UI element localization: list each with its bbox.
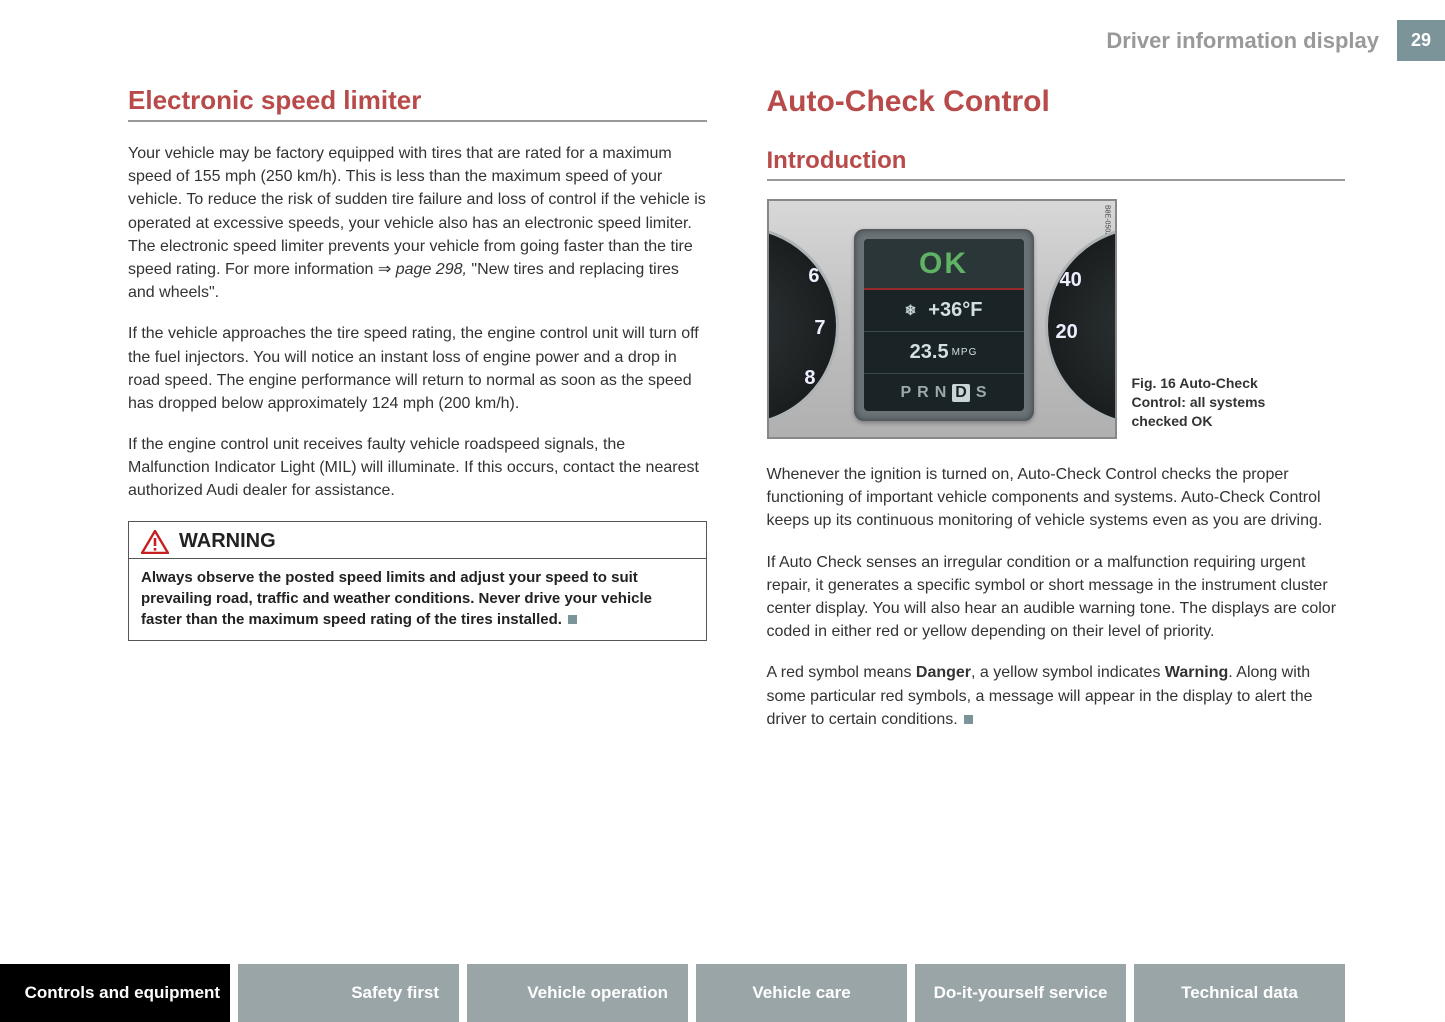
warning-title: WARNING bbox=[179, 530, 276, 553]
gear-indicator-row: PRNDS bbox=[864, 374, 1024, 411]
warning-triangle-icon bbox=[141, 530, 169, 554]
gear-s: S bbox=[976, 384, 987, 402]
left-gauge: 6 7 8 bbox=[767, 226, 839, 426]
tab-do-it-yourself-service[interactable]: Do-it-yourself service bbox=[915, 964, 1126, 1022]
gear-n: N bbox=[935, 384, 947, 402]
main-heading-autocheck: Auto-Check Control bbox=[767, 85, 1346, 119]
tab-technical-data[interactable]: Technical data bbox=[1134, 964, 1345, 1022]
gauge-number: 20 bbox=[1056, 321, 1078, 344]
temperature-row: ❄ +36°F bbox=[864, 290, 1024, 332]
para-text: , a yellow symbol indicates bbox=[971, 664, 1165, 681]
warning-header: WARNING bbox=[129, 522, 706, 558]
right-column: Auto-Check Control Introduction B8E-0502… bbox=[767, 85, 1346, 749]
para-speed-2: If the vehicle approaches the tire speed… bbox=[128, 322, 707, 415]
gauge-number: 8 bbox=[804, 367, 815, 390]
gear-p: P bbox=[900, 384, 911, 402]
warning-box: WARNING Always observe the posted speed … bbox=[128, 521, 707, 641]
center-display-panel: OK ❄ +36°F 23.5MPG PRNDS bbox=[854, 229, 1034, 421]
para-autocheck-1: Whenever the ignition is turned on, Auto… bbox=[767, 463, 1346, 533]
snowflake-icon: ❄ bbox=[905, 302, 917, 319]
right-gauge: 40 20 bbox=[1045, 226, 1117, 426]
bold-warning: Warning bbox=[1165, 664, 1228, 681]
gear-r: R bbox=[917, 384, 929, 402]
section-heading-speed-limiter: Electronic speed limiter bbox=[128, 85, 707, 122]
tab-vehicle-operation[interactable]: Vehicle operation bbox=[467, 964, 688, 1022]
para-speed-3: If the engine control unit receives faul… bbox=[128, 433, 707, 503]
display-screen: OK ❄ +36°F 23.5MPG PRNDS bbox=[864, 239, 1024, 411]
para-autocheck-2: If Auto Check senses an irregular condit… bbox=[767, 551, 1346, 644]
end-of-section-icon bbox=[964, 715, 973, 724]
page-reference: page 298, bbox=[396, 261, 467, 278]
para-text: Your vehicle may be factory equipped wit… bbox=[128, 145, 706, 278]
figure-caption: Fig. 16 Auto-Check Control: all systems … bbox=[1132, 374, 1282, 439]
page-number: 29 bbox=[1397, 20, 1445, 61]
para-autocheck-3: A red symbol means Danger, a yellow symb… bbox=[767, 661, 1346, 731]
content-area: Electronic speed limiter Your vehicle ma… bbox=[128, 85, 1345, 749]
gauge-number: 40 bbox=[1060, 269, 1082, 292]
figure-wrapper: B8E-0502 6 7 8 40 20 OK ❄ +36°F bbox=[767, 199, 1346, 439]
para-text: A red symbol means bbox=[767, 664, 916, 681]
bold-danger: Danger bbox=[916, 664, 971, 681]
sub-heading-introduction: Introduction bbox=[767, 147, 1346, 181]
mpg-unit: MPG bbox=[952, 347, 978, 358]
para-speed-1: Your vehicle may be factory equipped wit… bbox=[128, 142, 707, 304]
header-title: Driver information display bbox=[1106, 28, 1397, 54]
left-column: Electronic speed limiter Your vehicle ma… bbox=[128, 85, 707, 749]
tab-vehicle-care[interactable]: Vehicle care bbox=[696, 964, 907, 1022]
tab-controls-and-equipment[interactable]: Controls and equipment bbox=[0, 964, 230, 1022]
mpg-value: 23.5 bbox=[910, 341, 949, 364]
dashboard-figure: B8E-0502 6 7 8 40 20 OK ❄ +36°F bbox=[767, 199, 1117, 439]
gear-d: D bbox=[952, 384, 970, 402]
page-header: Driver information display 29 bbox=[1106, 20, 1445, 61]
temperature-value: +36°F bbox=[928, 299, 982, 322]
status-ok-row: OK bbox=[864, 239, 1024, 290]
end-of-section-icon bbox=[568, 615, 577, 624]
mpg-row: 23.5MPG bbox=[864, 332, 1024, 374]
warning-body: Always observe the posted speed limits a… bbox=[129, 558, 706, 640]
footer-tabs: Controls and equipmentSafety firstVehicl… bbox=[0, 964, 1445, 1022]
gauge-number: 6 bbox=[808, 265, 819, 288]
tab-safety-first[interactable]: Safety first bbox=[238, 964, 459, 1022]
gauge-number: 7 bbox=[814, 317, 825, 340]
